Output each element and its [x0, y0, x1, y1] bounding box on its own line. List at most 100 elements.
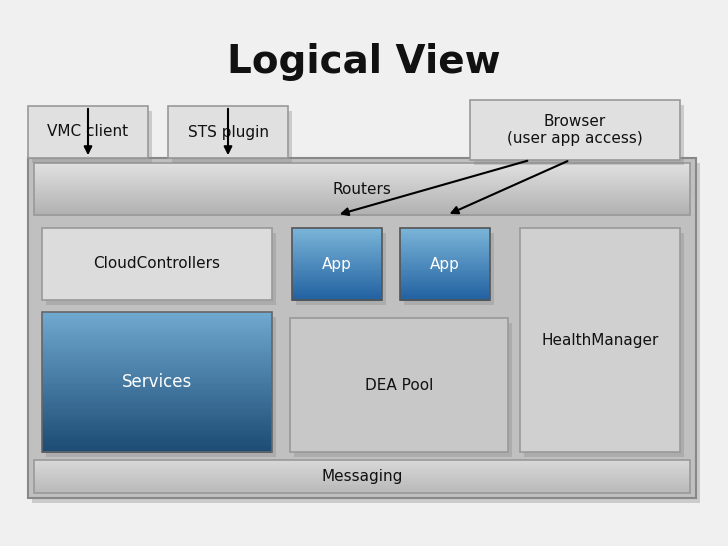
FancyBboxPatch shape	[28, 106, 148, 158]
Bar	[34, 173, 690, 174]
Bar	[292, 270, 382, 272]
Bar	[292, 259, 382, 261]
Bar	[34, 190, 690, 191]
Bar	[34, 195, 690, 197]
Bar	[42, 391, 272, 394]
Bar	[292, 230, 382, 232]
Bar	[34, 212, 690, 214]
Bar	[34, 196, 690, 197]
Bar	[400, 264, 490, 266]
Bar	[34, 476, 690, 477]
Bar	[292, 271, 382, 273]
Text: Logical View: Logical View	[227, 43, 501, 81]
Text: HealthManager: HealthManager	[542, 333, 659, 347]
Bar	[34, 488, 690, 489]
Bar	[292, 256, 382, 257]
Bar	[400, 270, 490, 272]
Bar	[34, 475, 690, 476]
Bar	[34, 198, 690, 199]
Bar	[400, 253, 490, 255]
Bar	[400, 266, 490, 268]
Bar	[400, 230, 490, 232]
Bar	[292, 254, 382, 256]
Bar	[42, 337, 272, 341]
Bar	[42, 328, 272, 331]
Bar	[34, 492, 690, 493]
Bar	[34, 491, 690, 492]
Bar	[292, 257, 382, 258]
Bar	[292, 268, 382, 269]
Bar	[34, 469, 690, 470]
Bar	[34, 187, 690, 188]
Bar	[42, 340, 272, 343]
Bar	[34, 178, 690, 179]
Bar	[292, 238, 382, 239]
Bar	[34, 194, 690, 195]
Bar	[400, 265, 490, 267]
Text: App: App	[322, 257, 352, 271]
Bar	[42, 368, 272, 371]
Bar	[42, 431, 272, 434]
Bar	[292, 276, 382, 278]
Bar	[292, 232, 382, 233]
Bar	[34, 483, 690, 484]
Bar	[292, 236, 382, 238]
Bar	[400, 269, 490, 270]
Bar	[34, 488, 690, 489]
Bar	[34, 482, 690, 483]
FancyBboxPatch shape	[520, 228, 680, 452]
Bar	[42, 345, 272, 347]
Bar	[292, 298, 382, 299]
Bar	[400, 229, 490, 231]
Bar	[292, 262, 382, 263]
FancyBboxPatch shape	[524, 233, 684, 457]
Bar	[42, 405, 272, 408]
Bar	[292, 288, 382, 290]
Bar	[34, 464, 690, 465]
Bar	[292, 265, 382, 267]
FancyBboxPatch shape	[294, 323, 512, 457]
Bar	[292, 284, 382, 286]
Bar	[34, 167, 690, 168]
Bar	[400, 250, 490, 251]
Bar	[34, 174, 690, 176]
Bar	[34, 176, 690, 177]
Text: DEA Pool: DEA Pool	[365, 377, 433, 393]
Text: CloudControllers: CloudControllers	[93, 257, 221, 271]
FancyBboxPatch shape	[474, 105, 684, 165]
Bar	[34, 203, 690, 204]
Bar	[42, 410, 272, 413]
Bar	[42, 450, 272, 453]
FancyBboxPatch shape	[296, 233, 386, 305]
Bar	[42, 429, 272, 431]
Bar	[292, 240, 382, 242]
Bar	[34, 169, 690, 170]
Bar	[400, 293, 490, 294]
Bar	[400, 259, 490, 261]
Bar	[400, 292, 490, 293]
FancyBboxPatch shape	[172, 111, 292, 163]
Bar	[42, 352, 272, 354]
Bar	[34, 209, 690, 210]
Bar	[292, 289, 382, 291]
Bar	[400, 287, 490, 288]
Bar	[34, 164, 690, 165]
Bar	[34, 460, 690, 461]
Bar	[34, 191, 690, 192]
Bar	[400, 275, 490, 276]
Text: App: App	[430, 257, 460, 271]
Bar	[34, 214, 690, 216]
Bar	[34, 202, 690, 203]
Bar	[292, 253, 382, 255]
Bar	[34, 477, 690, 478]
Bar	[400, 283, 490, 285]
Bar	[400, 290, 490, 292]
Bar	[34, 207, 690, 209]
Bar	[400, 242, 490, 244]
Bar	[400, 263, 490, 264]
Bar	[42, 317, 272, 319]
Bar	[34, 470, 690, 471]
Bar	[34, 186, 690, 187]
Bar	[34, 486, 690, 487]
Bar	[34, 171, 690, 173]
